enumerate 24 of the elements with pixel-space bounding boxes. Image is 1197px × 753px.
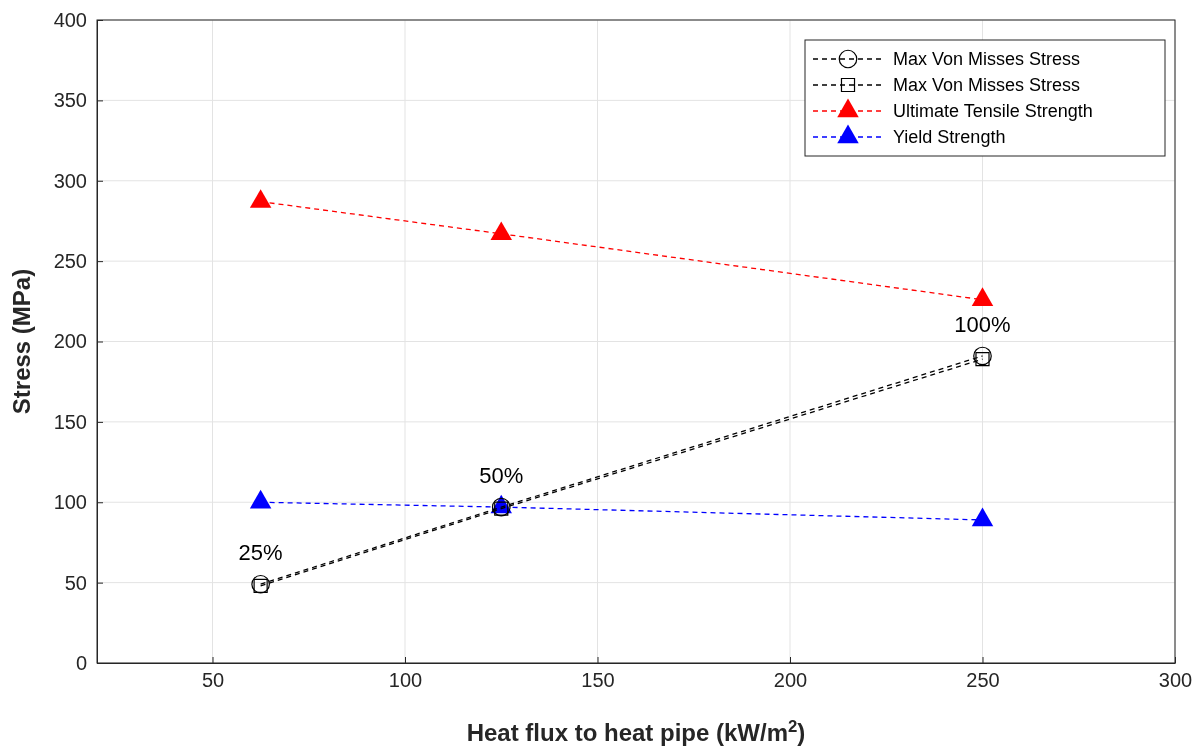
y-tick-label: 0 [75, 651, 87, 674]
y-tick-label: 150 [53, 410, 87, 433]
y-tick-label: 350 [53, 89, 87, 112]
x-tick-label: 150 [581, 669, 615, 692]
x-tick-label: 200 [773, 669, 808, 692]
x-tick-label: 50 [201, 669, 225, 692]
x-axis-title: Heat flux to heat pipe (kW/m$^{2}$) [466, 716, 806, 746]
y-tick-label: 400 [53, 8, 87, 31]
y-tick-label: 300 [53, 169, 87, 192]
annotation: 25% [238, 540, 283, 566]
y-tick-label: 100 [53, 491, 87, 514]
annotation: 50% [479, 463, 524, 489]
legend-label: Ultimate Tensile Strength [893, 101, 1093, 121]
y-tick-label: 200 [53, 330, 87, 353]
y-tick-label: 50 [64, 571, 87, 594]
annotation: 100% [954, 311, 1011, 337]
legend-label: Yield Strength [893, 127, 1006, 147]
legend-label: Max Von Misses Stress [893, 75, 1081, 95]
legend-label: Max Von Misses Stress [893, 49, 1081, 69]
y-axis-title: Stress (MPa) [8, 268, 35, 415]
x-tick-label: 300 [1158, 669, 1193, 692]
x-tick-label: 250 [966, 669, 1000, 692]
y-tick-label: 250 [53, 250, 87, 273]
x-tick-label: 100 [388, 669, 423, 692]
